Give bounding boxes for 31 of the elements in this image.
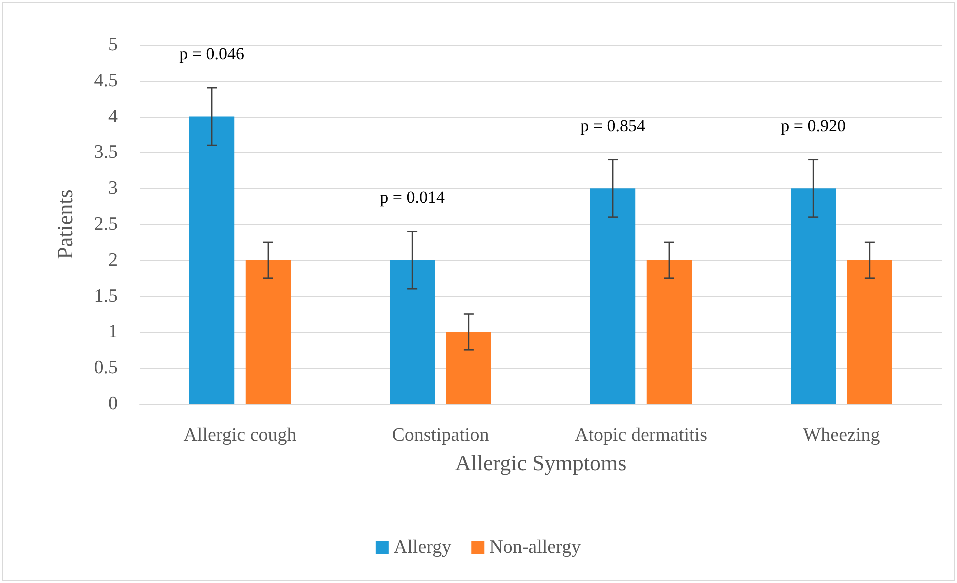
y-tick-label: 3.5	[94, 142, 118, 164]
x-tick-label: Wheezing	[803, 425, 881, 446]
legend-label: Non-allergy	[490, 537, 582, 558]
x-tick-label: Atopic dermatitis	[575, 425, 708, 446]
y-tick-label: 1	[108, 322, 118, 343]
y-tick-label: 5	[108, 34, 118, 56]
legend-label: Allergy	[394, 537, 452, 558]
y-axis-title: Patients	[52, 190, 78, 260]
annotation: p = 0.014	[380, 188, 446, 208]
annotation: p = 0.920	[781, 116, 846, 136]
x-tick-label: Allergic cough	[184, 425, 298, 446]
bar	[791, 188, 836, 404]
y-tick-label: 2	[108, 250, 118, 271]
bar	[446, 332, 492, 404]
x-tick-label: Constipation	[392, 425, 490, 446]
y-tick-label: 1.5	[94, 286, 118, 307]
annotation: p = 0.046	[180, 44, 244, 64]
bar	[646, 260, 692, 404]
y-tick-label: 4	[108, 106, 118, 128]
y-tick-label: 2.5	[94, 214, 118, 235]
bar	[847, 260, 892, 404]
bar	[590, 188, 636, 404]
y-tick-label: 0.5	[94, 358, 118, 379]
annotation: p = 0.854	[580, 116, 646, 136]
y-tick-label: 3	[108, 178, 118, 200]
x-axis-title: Allergic Symptoms	[455, 450, 627, 476]
bar	[390, 260, 436, 404]
bar	[246, 260, 291, 404]
y-tick-label: 0	[108, 394, 118, 414]
y-tick-label: 4.5	[94, 70, 118, 92]
bar	[190, 116, 235, 404]
